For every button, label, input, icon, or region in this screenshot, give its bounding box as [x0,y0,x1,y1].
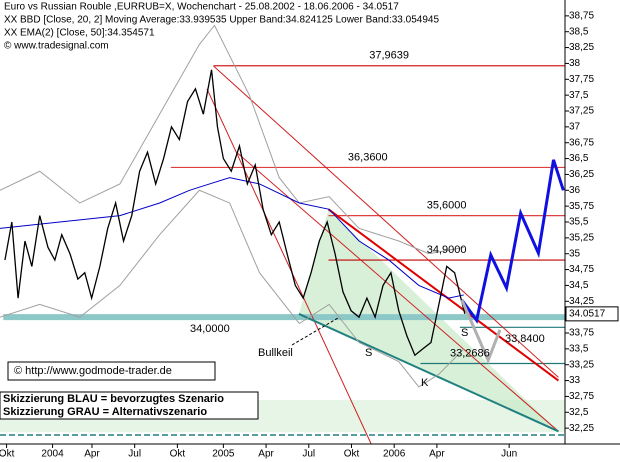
y-tick-label: 34,5 [569,280,589,291]
x-tick-label: Apr [84,449,100,460]
x-tick-label: Okt [0,449,15,460]
y-tick-label: 37,75 [569,74,594,85]
y-tick-label: 32,75 [569,391,594,402]
x-tick-label: Okt [344,449,360,460]
trendline [298,313,559,433]
scenario-line [460,299,502,365]
x-tick-label: 2006 [383,449,406,460]
x-tick-label: Jun [501,449,517,460]
last-price-box [565,306,619,322]
annotation: K [421,377,429,389]
x-tick-label: Apr [258,449,274,460]
level-label: 36,3600 [348,151,388,163]
y-tick-label: 38,5 [569,26,589,37]
y-tick-label: 32,25 [569,423,594,434]
trendline [206,88,372,445]
note: Skizzierung GRAU = Alternativszenario [3,406,207,418]
x-tick-label: Jul [302,449,315,460]
source: © www.tradesignal.com [4,41,109,52]
y-tick-label: 35,75 [569,201,594,212]
indicator-prefix: XX [4,15,18,26]
y-tick-label: 33,5 [569,343,589,354]
y-tick-label: 36,75 [569,137,594,148]
indicator-text: EMA(2) [Close, 50]:34.354571 [20,28,155,39]
y-tick-label: 36,25 [569,169,594,180]
indicator-prefix: XX [4,28,18,39]
x-tick-label: Okt [170,449,186,460]
level-label: 33,8400 [505,333,545,345]
annotation: Bullkeil [258,347,293,359]
last-price-label: 34.0517 [569,309,606,320]
copyright-box [7,361,216,381]
indicator-text: BBD [Close, 20, 2] Moving Average:33.939… [20,15,439,26]
y-tick-label: 33 [569,375,581,386]
indicator-line [0,24,464,255]
wedge-area [298,209,559,432]
y-tick-label: 38,25 [569,42,594,53]
y-tick-label: 37,25 [569,106,594,117]
copyright-text: © http://www.godmode-trader.de [14,365,172,377]
y-tick-label: 37 [569,121,581,132]
note: Skizzierung BLAU = bevorzugtes Szenario [3,393,224,405]
trendline [213,65,559,378]
annotation-pointer [291,317,339,346]
y-tick-label: 35 [569,248,581,259]
y-tick-label: 35,25 [569,232,594,243]
y-tick-label: 32,5 [569,407,589,418]
notes-box [0,391,259,420]
annotation: S [365,347,372,359]
indicator-line [0,177,464,299]
x-tick-label: 2004 [41,449,64,460]
annotation: S [461,327,468,339]
y-tick-label: 36,5 [569,153,589,164]
y-tick-label: 36 [569,185,581,196]
level-label: 34,0000 [190,323,230,335]
chart-title: Euro vs Russian Rouble ,EURRUB=X, Wochen… [4,2,399,13]
trendline [236,151,559,432]
indicator-line [0,189,465,388]
level-label: 33,2686 [450,347,490,359]
level-label: 35,6000 [427,200,467,212]
y-tick-label: 34,75 [569,264,594,275]
scenario-line [460,159,565,324]
plot [0,24,565,445]
x-tick-label: Jul [128,449,141,460]
y-tick-label: 38,75 [569,10,594,21]
y-tick-label: 35,5 [569,217,589,228]
trendline [327,208,560,382]
y-tick-label: 33,75 [569,328,594,339]
y-tick-label: 33,25 [569,359,594,370]
price-line [4,69,466,357]
level-label: 37,9639 [369,50,409,62]
y-tick-label: 37,5 [569,90,589,101]
level-label: 34,9000 [427,244,467,256]
x-tick-label: 2005 [212,449,235,460]
x-tick-label: Apr [429,449,445,460]
y-tick-label: 38 [569,58,581,69]
y-tick-label: 34,25 [569,296,594,307]
